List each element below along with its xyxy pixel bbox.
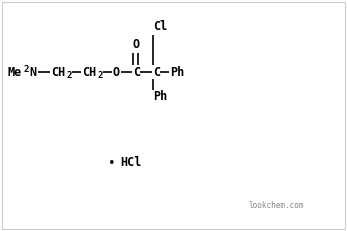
Text: 2: 2 (98, 70, 103, 79)
Text: Ph: Ph (153, 89, 167, 103)
Text: Me: Me (8, 66, 22, 79)
Text: O: O (113, 66, 120, 79)
Text: CH: CH (51, 66, 65, 79)
Text: •: • (108, 156, 116, 170)
Text: HCl: HCl (120, 156, 141, 170)
Text: N: N (29, 66, 36, 79)
Text: Ph: Ph (170, 66, 184, 79)
Text: O: O (133, 37, 140, 51)
Text: 2: 2 (24, 64, 29, 73)
Text: lookchem.com: lookchem.com (248, 201, 304, 210)
Text: CH: CH (82, 66, 96, 79)
Text: 2: 2 (67, 70, 73, 79)
Text: C: C (133, 66, 140, 79)
Text: Cl: Cl (153, 19, 167, 33)
Text: C: C (153, 66, 160, 79)
